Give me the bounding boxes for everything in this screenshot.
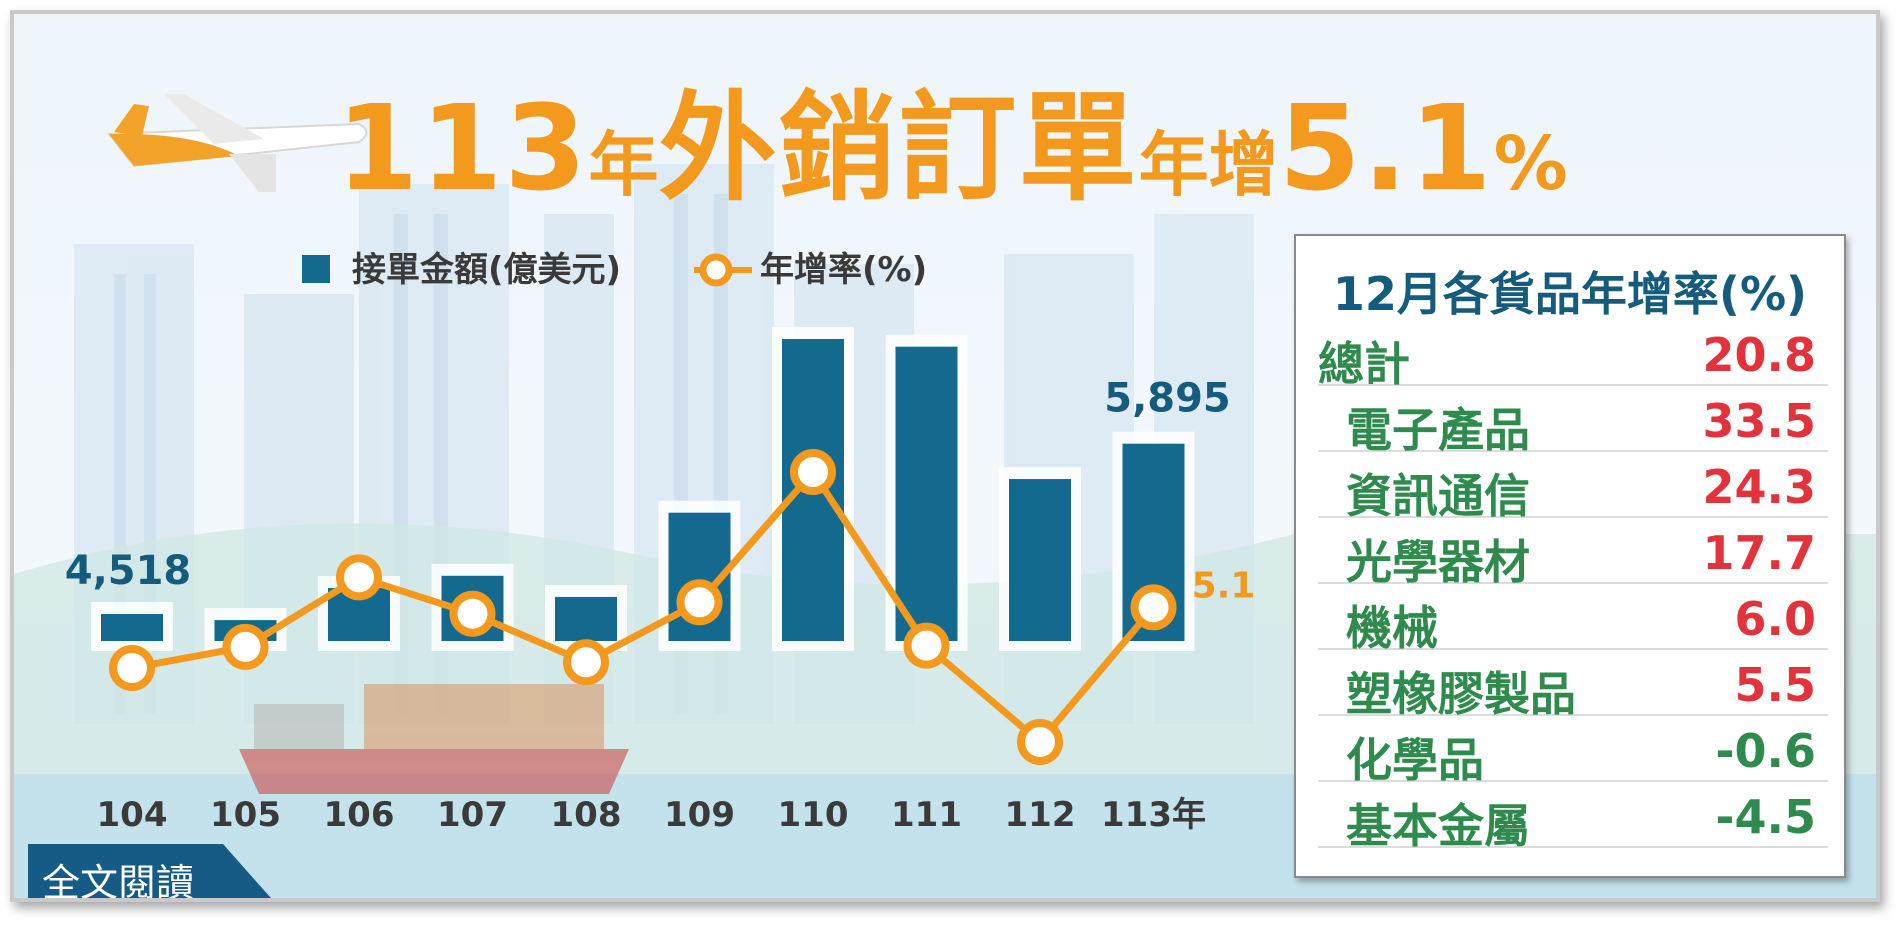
title-nian: 年 (588, 124, 659, 206)
panel-row-value: 33.5 (1702, 394, 1817, 448)
x-tick-label: 113年 (1101, 795, 1206, 835)
title-value: 5.1 (1278, 79, 1494, 217)
infographic-frame: 104 105 106 107 108 109 110 111 112 113年 4,518 5,89… (10, 10, 1880, 902)
read-full-text-label: 全文閱讀 (42, 861, 195, 902)
panel-row-value: 5.5 (1734, 658, 1817, 712)
x-tick-label: 112 (1005, 795, 1076, 835)
bar-data-label: 5,895 (1104, 376, 1231, 422)
x-tick-label: 110 (778, 795, 849, 835)
panel-row: 塑橡膠製品 5.5 (1318, 652, 1828, 721)
x-tick-label: 111 (891, 795, 962, 835)
legend-line-swatch (694, 253, 752, 287)
chart-legend: 接單金額(億美元) (302, 242, 621, 291)
panel-row: 總計 20.8 (1318, 322, 1828, 391)
panel-row-label: 塑橡膠製品 (1346, 667, 1576, 721)
title-yoy: 年增 (1138, 124, 1279, 206)
title-year: 113 (336, 79, 589, 217)
growth-rate-point (790, 449, 836, 495)
growth-rate-point (449, 590, 496, 637)
title-pct: % (1493, 121, 1568, 207)
panel-row-value: -4.5 (1715, 790, 1816, 844)
x-tick-label: 104 (97, 795, 168, 835)
panel-row-label: 總計 (1318, 337, 1410, 391)
bar (1009, 479, 1071, 641)
chart-legend-line: 年增率(%) (694, 242, 927, 291)
panel-row-label: 基本金屬 (1346, 799, 1530, 853)
panel-title: 12月各貨品年增率(%) (1332, 267, 1808, 321)
growth-rate-point (109, 644, 155, 691)
panel-row: 基本金屬 -4.5 (1318, 784, 1828, 853)
x-tick-label: 109 (664, 795, 735, 835)
legend-line-label: 年增率(%) (760, 250, 928, 290)
panel-row: 化學品 -0.6 (1318, 718, 1828, 787)
panel-row-value: -0.6 (1715, 724, 1816, 778)
growth-rate-line (131, 468, 1157, 746)
panel-row-value: 17.7 (1702, 526, 1817, 580)
growth-rate-point (676, 579, 723, 626)
panel-row-label: 光學器材 (1346, 535, 1530, 589)
goods-growth-panel: 12月各貨品年增率(%) 總計 20.8 電子產品 33.5 資訊通信 24.3 光學器材 1… (1294, 234, 1846, 878)
panel-row-value: 6.0 (1734, 592, 1817, 646)
airplane-icon (107, 94, 368, 192)
export-orders-chart: 104 105 106 107 108 109 110 111 112 113年 4,518 5,89… (65, 327, 1256, 835)
growth-rate-point (1017, 719, 1063, 765)
x-tick-label: 108 (551, 795, 622, 835)
bar (101, 614, 163, 641)
page-title: 113年外銷訂單年增5.1% (0, 52, 1904, 223)
x-tick-label: 105 (210, 795, 281, 835)
panel-row-label: 資訊通信 (1346, 469, 1530, 523)
panel-row: 機械 6.0 (1318, 586, 1828, 655)
panel-row-label: 機械 (1346, 601, 1438, 655)
rate-data-label: 5.1 (1192, 565, 1256, 606)
x-tick-label: 106 (324, 795, 395, 835)
growth-rate-point (336, 554, 382, 601)
panel-row: 資訊通信 24.3 (1318, 454, 1828, 523)
legend-bar-swatch (302, 255, 330, 283)
legend-bar-label: 接單金額(億美元) (352, 250, 622, 290)
bar (555, 596, 617, 641)
growth-rate-point (563, 639, 609, 686)
bar-data-label: 4,518 (65, 548, 192, 594)
growth-rate-point (222, 623, 269, 670)
panel-row: 電子產品 33.5 (1318, 388, 1828, 457)
bar (895, 346, 958, 641)
growth-rate-point (1130, 584, 1177, 631)
panel-row-label: 化學品 (1346, 733, 1484, 787)
panel-row-value: 24.3 (1702, 460, 1817, 514)
title-main: 外銷訂單 (658, 79, 1139, 217)
growth-rate-point (903, 622, 950, 669)
x-tick-label: 107 (437, 795, 508, 835)
panel-row-value: 20.8 (1702, 328, 1817, 382)
panel-row-label: 電子產品 (1346, 403, 1530, 457)
panel-row: 光學器材 17.7 (1318, 520, 1828, 589)
